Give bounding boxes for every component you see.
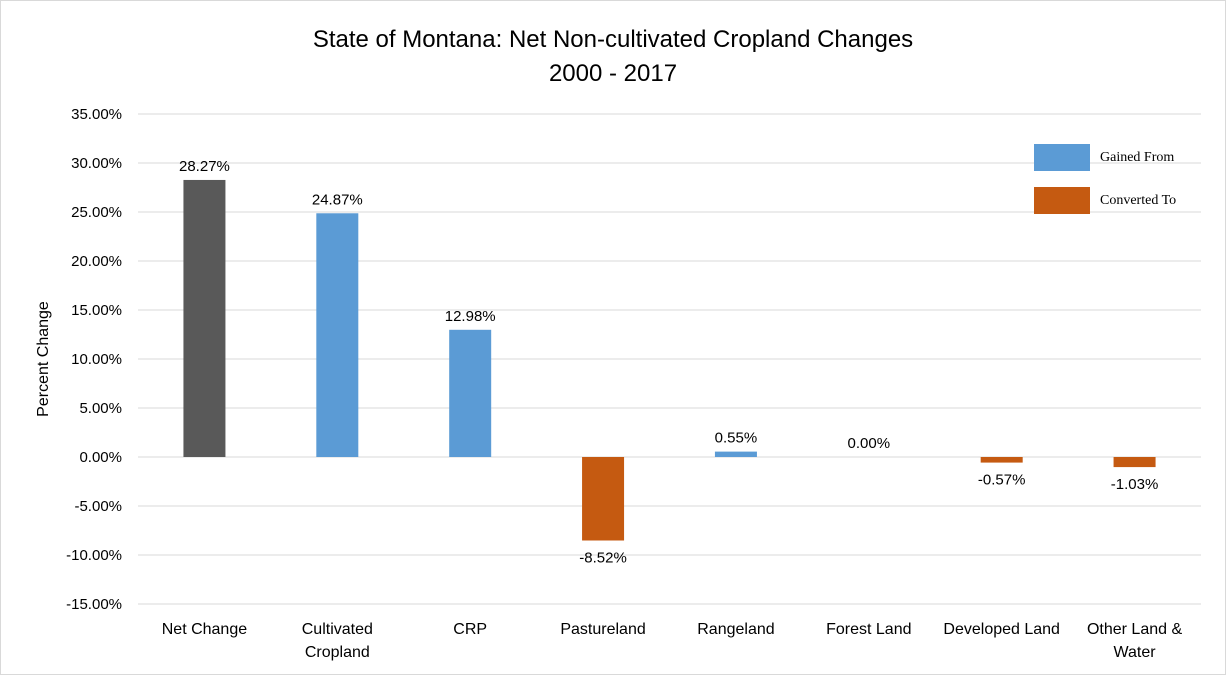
y-tick-label: 5.00%	[79, 400, 122, 417]
data-label: -8.52%	[579, 549, 627, 566]
x-category-label: Cropland	[305, 644, 370, 661]
data-label: 28.27%	[179, 158, 230, 175]
x-category-label: Pastureland	[560, 621, 645, 638]
x-category-label: Cultivated	[302, 621, 373, 638]
y-tick-label: -5.00%	[74, 498, 122, 515]
legend-swatch	[1034, 187, 1090, 214]
data-label: 24.87%	[312, 191, 363, 208]
legend: Gained From Converted To	[1034, 144, 1176, 214]
chart-title-line-2: 2000 - 2017	[549, 60, 677, 87]
chart-title-line-1: State of Montana: Net Non-cultivated Cro…	[313, 26, 913, 53]
y-tick-label: 35.00%	[71, 106, 122, 123]
x-category-label: Forest Land	[826, 621, 911, 638]
chart-title: State of Montana: Net Non-cultivated Cro…	[313, 26, 913, 87]
bars	[183, 179, 1156, 541]
gridlines	[138, 113, 1201, 605]
data-label: 0.00%	[848, 435, 891, 452]
bar	[183, 179, 226, 458]
y-axis-label: Percent Change	[35, 301, 52, 417]
bar	[449, 329, 492, 457]
x-category-label: Rangeland	[697, 621, 774, 638]
x-category-label: Water	[1114, 644, 1157, 661]
y-tick-label: 20.00%	[71, 253, 122, 270]
bar	[582, 457, 625, 541]
data-label: 0.55%	[715, 430, 758, 447]
y-tick-label: 15.00%	[71, 302, 122, 319]
x-category-label: Net Change	[162, 621, 247, 638]
legend-swatch	[1034, 144, 1090, 171]
y-tick-label: 10.00%	[71, 351, 122, 368]
x-axis-categories: Net Change Cultivated Cropland CRP Pasturela…	[162, 621, 1183, 661]
y-axis-ticks: 35.00% 30.00% 25.00% 20.00% 15.00% 10.00% 5.00…	[66, 106, 122, 613]
y-tick-label: 25.00%	[71, 204, 122, 221]
data-label: 12.98%	[445, 308, 496, 325]
data-labels: 28.27% 24.87% 12.98% -8.52% 0.55% 0.00% -0.57%…	[179, 158, 1158, 567]
x-category-label: Other Land &	[1087, 621, 1183, 638]
legend-label: Converted To	[1100, 193, 1176, 208]
y-tick-label: 30.00%	[71, 155, 122, 172]
y-tick-label: 0.00%	[79, 449, 122, 466]
data-label: -0.57%	[978, 472, 1026, 489]
y-tick-label: -10.00%	[66, 547, 122, 564]
bar	[316, 213, 359, 457]
y-tick-label: -15.00%	[66, 596, 122, 613]
bar	[980, 457, 1023, 463]
x-category-label: CRP	[453, 621, 487, 638]
bar	[1113, 457, 1156, 468]
data-label: -1.03%	[1111, 476, 1159, 493]
bar	[714, 451, 757, 457]
legend-label: Gained From	[1100, 150, 1174, 165]
x-category-label: Developed Land	[943, 621, 1060, 638]
